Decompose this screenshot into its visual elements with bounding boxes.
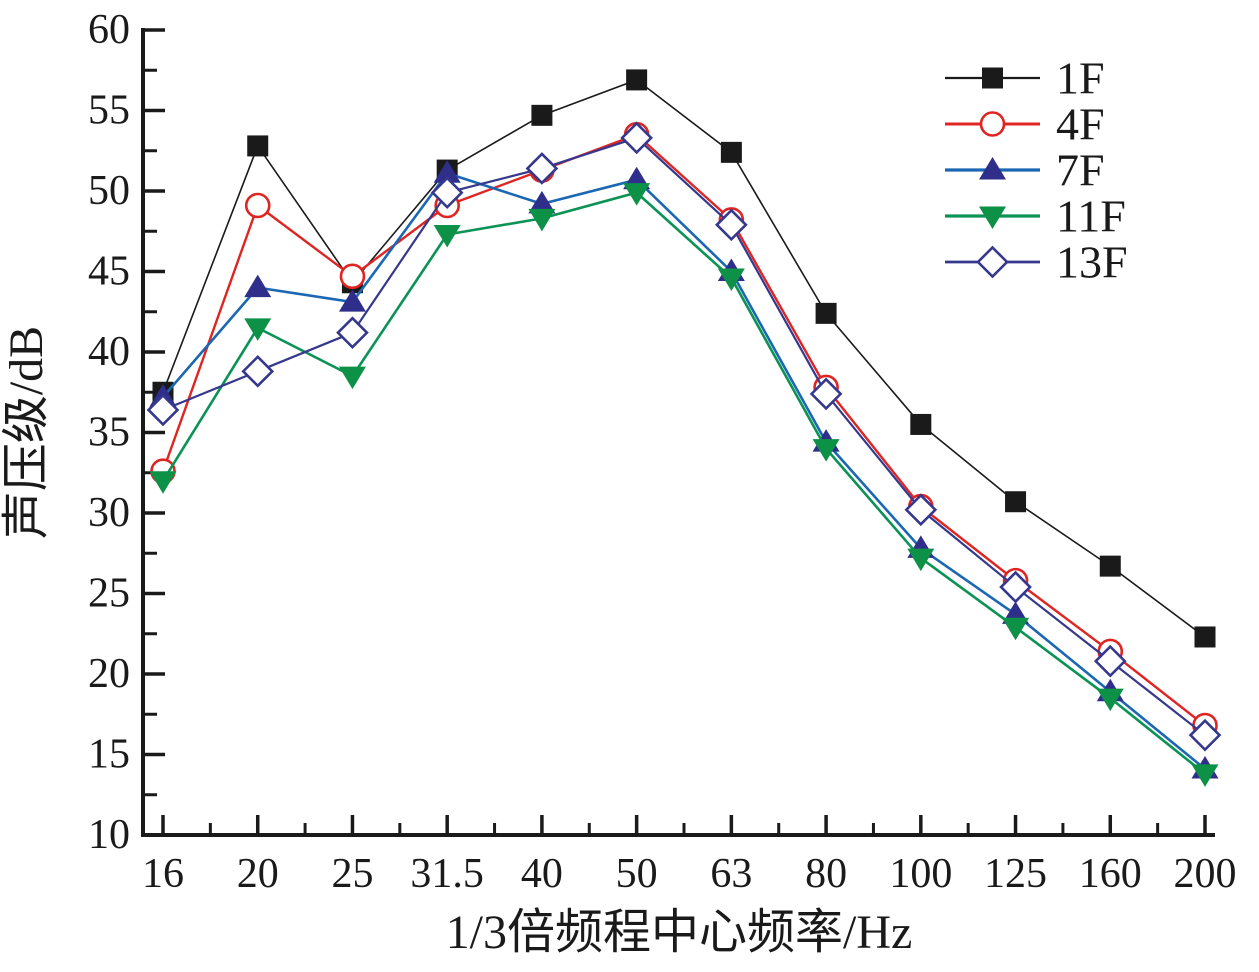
series-line-13F [162, 136, 1206, 737]
diamond-marker [976, 245, 1009, 279]
triangle-up-marker [528, 190, 556, 214]
diamond-marker [999, 570, 1032, 604]
triangle-down-marker [979, 206, 1006, 229]
x-tick-label: 63 [710, 851, 752, 897]
circle-marker [339, 263, 366, 290]
series-line-7F [162, 171, 1206, 770]
series-line-1F [162, 79, 1206, 638]
legend-item-4F: 4F [945, 99, 1105, 150]
y-tick-label: 60 [88, 7, 130, 53]
y-axis-title: 声压级/dB [0, 326, 53, 539]
circle-marker [244, 192, 271, 219]
diamond-marker [241, 354, 275, 388]
square-marker [1005, 491, 1027, 513]
triangle-up-marker [244, 274, 272, 298]
triangle-down-marker [812, 439, 840, 462]
triangle-down-marker [1002, 617, 1030, 641]
axes: 10 15 20 25 30 35 40 45 50 55 60 16 20 25 31.5 40 50 63 80… [0, 7, 1237, 959]
triangle-down-marker [1096, 688, 1124, 712]
legend-item-11F: 11F [945, 191, 1126, 242]
square-marker [1194, 626, 1216, 648]
triangle-down-marker [907, 548, 935, 572]
x-tick-label: 100 [889, 851, 952, 897]
x-tick-label: 20 [237, 851, 279, 897]
x-tick-label: 160 [1079, 851, 1142, 897]
triangle-down-marker [338, 366, 366, 390]
y-tick-label: 35 [88, 410, 130, 456]
y-tick-label: 10 [88, 812, 130, 858]
y-tick-label: 30 [88, 490, 130, 536]
y-tick-label: 45 [88, 249, 130, 295]
y-tick-label: 40 [88, 329, 130, 375]
diamond-marker [146, 393, 180, 427]
x-tick-label: 200 [1174, 851, 1237, 897]
x-tick-label: 16 [142, 851, 184, 897]
square-marker [720, 141, 742, 163]
y-tick-label: 55 [88, 88, 130, 134]
x-tick-label: 25 [331, 851, 373, 897]
triangle-up-marker [433, 160, 461, 183]
legend-item-7F: 7F [945, 145, 1105, 196]
square-marker [815, 302, 837, 324]
y-tick-label: 15 [88, 732, 130, 778]
triangle-down-marker [244, 318, 272, 341]
y-tick-label: 25 [88, 571, 130, 617]
triangle-down-marker [149, 471, 177, 494]
y-tick-label: 50 [88, 168, 130, 214]
diamond-marker [620, 121, 653, 155]
triangle-down-marker [623, 183, 651, 206]
square-marker [982, 67, 1003, 89]
diamond-marker [1188, 718, 1222, 752]
triangle-up-marker [979, 157, 1006, 180]
legend-label: 7F [1056, 145, 1105, 196]
x-tick-label: 125 [984, 851, 1047, 897]
series-line-4F [161, 133, 1206, 727]
diamond-marker [1093, 644, 1127, 678]
x-tick-label: 50 [616, 851, 658, 897]
triangle-down-marker [528, 208, 556, 232]
square-marker [910, 413, 932, 435]
y-tick-label: 20 [88, 651, 130, 697]
square-marker [531, 104, 553, 126]
x-axis-title: 1/3倍频程中心频率/Hz [446, 906, 913, 959]
diamond-marker [430, 176, 464, 209]
diamond-marker [715, 208, 748, 242]
diamond-marker [336, 316, 369, 350]
series-1F [152, 69, 1216, 648]
series-line-11F [161, 191, 1206, 775]
diamond-marker [809, 377, 843, 411]
x-tick-label: 80 [805, 851, 847, 897]
diamond-marker [525, 152, 559, 185]
diamond-marker [904, 493, 938, 527]
legend-item-13F: 13F [945, 237, 1128, 288]
legend-label: 13F [1056, 237, 1128, 288]
x-tick-label: 40 [521, 851, 563, 897]
triangle-down-marker [1191, 764, 1219, 787]
square-marker [247, 135, 269, 157]
x-tick-label: 31.5 [410, 851, 484, 897]
axis-spines [141, 28, 1215, 837]
triangle-down-marker [717, 268, 745, 291]
series-13F [146, 121, 1222, 752]
legend-label: 4F [1056, 99, 1105, 150]
square-marker [1099, 555, 1121, 577]
legend-item-1F: 1F [945, 53, 1105, 104]
square-marker [626, 69, 648, 91]
triangle-up-marker [338, 289, 366, 312]
circle-marker [979, 111, 1006, 137]
triangle-down-marker [433, 224, 461, 248]
legend-label: 11F [1056, 191, 1126, 242]
series-11F [149, 183, 1219, 787]
legend-label: 1F [1056, 53, 1105, 104]
